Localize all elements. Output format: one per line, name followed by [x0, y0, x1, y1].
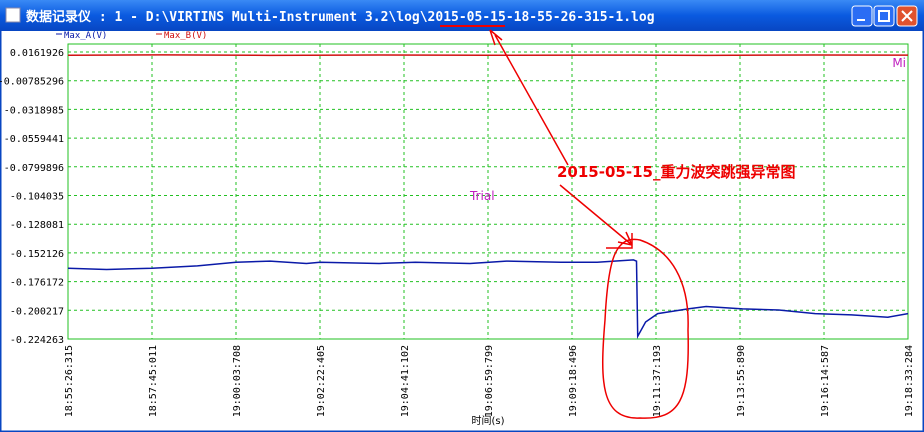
annotation: 2015-05-15_重力波突跳强异常图 [557, 163, 795, 181]
annotation: Mi [892, 56, 906, 70]
y-tick-label: -0.176172 [10, 278, 64, 289]
y-tick-label: -0.128081 [10, 220, 64, 231]
y-tick-label: -0.152126 [10, 249, 64, 260]
x-tick-label: 19:02:22:405 [316, 345, 327, 417]
x-tick-label: 19:16:14:587 [820, 345, 831, 417]
x-tick-label: 19:00:03:708 [232, 345, 243, 417]
y-tick-label: -0.0318985 [4, 105, 64, 116]
x-tick-label: 18:57:45:011 [148, 345, 159, 417]
y-tick-label: -0.224263 [10, 335, 64, 346]
y-tick-label: -0.200217 [10, 306, 64, 317]
minimize-button[interactable] [851, 5, 873, 27]
app-icon [5, 7, 21, 23]
window-title: 数据记录仪 : 1 - D:\VIRTINS Multi-Instrument … [26, 9, 655, 25]
x-tick-label: 19:11:37:193 [652, 345, 663, 417]
y-tick-label: -0.0799896 [4, 163, 64, 174]
y-tick-label: -0.104035 [10, 191, 64, 202]
y-tick-label: -0.0559441 [4, 134, 64, 145]
x-axis-label: 时间(s) [471, 414, 504, 427]
maximize-button[interactable] [873, 5, 895, 27]
legend-label: Max_A(V) [64, 31, 107, 41]
x-tick-label: 19:06:59:799 [484, 345, 495, 417]
annotation-arrows [489, 29, 689, 419]
y-tick-label: 0.0161926 [10, 48, 64, 59]
x-tick-label: 19:13:55:890 [736, 345, 747, 417]
window-buttons [851, 5, 918, 27]
x-tick-label: 19:04:41:102 [400, 345, 411, 417]
x-tick-label: 18:55:26:315 [64, 345, 75, 417]
y-tick-label: -0.00785296 [0, 77, 64, 88]
x-tick-label: 19:09:18:496 [568, 345, 579, 417]
legend-label: Max_B(V) [164, 31, 207, 41]
annotation: Trial [469, 189, 495, 203]
series-line [67, 259, 909, 340]
x-tick-label: 19:18:33:284 [904, 345, 915, 417]
plot: 0.0161926 -0.00785296 -0.0318985 -0.0559441… [0, 31, 915, 427]
